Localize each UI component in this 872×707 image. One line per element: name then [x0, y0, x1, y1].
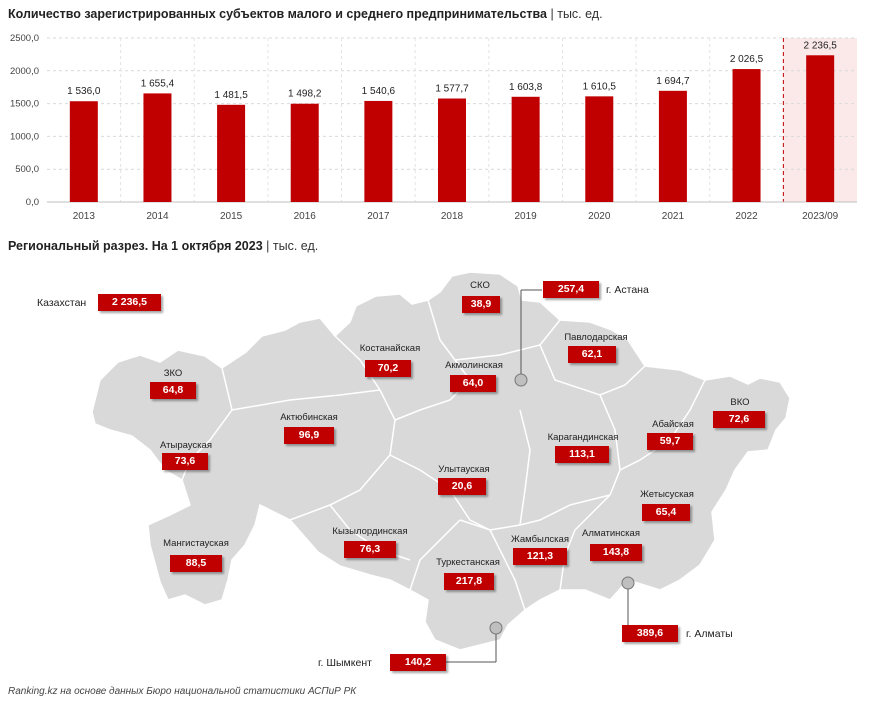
region-atyrau-label: Атырауская — [160, 440, 212, 451]
y-tick-label: 500,0 — [15, 164, 39, 175]
region-pavlodar-value: 62,1 — [568, 346, 616, 363]
region-turkestan-label: Туркестанская — [436, 557, 500, 568]
x-tick-label: 2017 — [367, 211, 390, 222]
y-tick-label: 0,0 — [26, 197, 39, 208]
region-zhambyl-label: Жамбылская — [511, 534, 569, 545]
bar-value-label: 1 498,2 — [288, 89, 322, 100]
x-tick-label: 2020 — [588, 211, 611, 222]
bar-value-label: 1 536,0 — [67, 86, 101, 97]
bar-value-label: 1 481,5 — [214, 90, 248, 101]
shymkent-marker — [489, 621, 503, 635]
x-tick-label: 2022 — [735, 211, 758, 222]
region-atyrau-value: 73,6 — [162, 453, 208, 470]
bar-value-label: 2 026,5 — [730, 54, 764, 65]
x-tick-label: 2018 — [441, 211, 464, 222]
x-tick-label: 2013 — [73, 211, 96, 222]
chart-title-text: Количество зарегистрированных субъектов … — [8, 7, 548, 21]
x-tick-label: 2014 — [146, 211, 169, 222]
x-tick-label: 2021 — [662, 211, 685, 222]
bar — [806, 55, 835, 202]
region-mangistau-label: Мангистауская — [163, 538, 229, 549]
kazakhstan-map — [91, 271, 791, 663]
chart-unit: | тыс. ед. — [550, 7, 603, 21]
region-turkestan-value: 217,8 — [444, 573, 494, 590]
region-aktobe-value: 96,9 — [284, 427, 334, 444]
region-sko-value: 38,9 — [462, 296, 500, 313]
kazakhstan-value: 2 236,5 — [98, 294, 161, 311]
city-shymkent-label: г. Шымкент — [318, 657, 372, 669]
x-tick-label: 2015 — [220, 211, 243, 222]
chart-title: Количество зарегистрированных субъектов … — [8, 7, 603, 21]
y-tick-label: 1500,0 — [10, 99, 39, 110]
bar-value-label: 1 577,7 — [435, 84, 469, 95]
region-zhetysu-label: Жетысуская — [640, 489, 694, 500]
region-kyzylorda-label: Кызылординская — [332, 526, 408, 537]
region-akmola-value: 64,0 — [450, 375, 496, 392]
bar — [438, 98, 466, 202]
map-title-text: Региональный разрез. На 1 октября 2023 — [8, 239, 263, 253]
bar — [732, 69, 761, 202]
region-karaganda-label: Карагандинская — [547, 432, 619, 443]
bar — [143, 93, 172, 202]
bar-value-label: 1 610,5 — [583, 81, 617, 92]
city-almaty-value: 389,6 — [622, 625, 678, 642]
region-aktobe-label: Актюбинская — [280, 412, 338, 423]
region-almaty-obl-label: Алматинская — [582, 528, 640, 539]
bar-value-label: 1 694,7 — [656, 76, 690, 87]
map-title: Региональный разрез. На 1 октября 2023 |… — [8, 239, 318, 253]
city-astana-value: 257,4 — [543, 281, 599, 298]
region-sko-label: СКО — [470, 280, 490, 291]
astana-marker — [514, 373, 528, 387]
region-zhambyl-value: 121,3 — [513, 548, 567, 565]
region-zko-label: ЗКО — [163, 368, 183, 379]
y-tick-label: 2000,0 — [10, 66, 39, 77]
x-tick-label: 2016 — [294, 211, 317, 222]
almaty-marker — [621, 576, 635, 590]
region-zko-value: 64,8 — [150, 382, 196, 399]
bar-value-label: 1 603,8 — [509, 82, 543, 93]
region-akmola-label: Акмолинская — [445, 360, 503, 371]
region-kostanay-value: 70,2 — [365, 360, 411, 377]
y-tick-label: 1000,0 — [10, 131, 39, 142]
bar-value-label: 1 655,4 — [141, 78, 175, 89]
city-astana-label: г. Астана — [606, 284, 649, 296]
bar-chart: 0,0 500,0 1000,0 1500,0 2000,0 2500,0 1 536,0 2… — [10, 33, 857, 222]
region-kyzylorda-value: 76,3 — [344, 541, 396, 558]
bar — [658, 90, 687, 202]
kazakhstan-label: Казахстан — [37, 297, 87, 309]
y-tick-label: 2500,0 — [10, 33, 39, 44]
city-almaty-label: г. Алматы — [686, 628, 733, 640]
region-abay-label: Абайская — [652, 419, 694, 430]
region-kostanay-label: Костанайская — [359, 343, 421, 354]
bar — [585, 96, 614, 202]
region-almaty-obl-value: 143,8 — [590, 544, 642, 561]
region-ulytau-label: Улытауская — [438, 464, 490, 475]
region-pavlodar-label: Павлодарская — [564, 332, 628, 343]
bar-value-label: 1 540,6 — [362, 86, 396, 97]
bar — [217, 104, 246, 202]
city-shymkent-value: 140,2 — [390, 654, 446, 671]
region-abay-value: 59,7 — [647, 433, 693, 450]
x-tick-label: 2023/09 — [802, 211, 839, 222]
bar — [69, 101, 98, 202]
bar-value-label: 2 236,5 — [803, 40, 837, 51]
region-karaganda-value: 113,1 — [555, 446, 609, 463]
x-tick-label: 2019 — [515, 211, 538, 222]
bar — [290, 103, 319, 202]
region-zhetysu-value: 65,4 — [642, 504, 690, 521]
region-vko-label: ВКО — [730, 397, 750, 408]
region-ulytau-value: 20,6 — [438, 478, 486, 495]
region-mangistau-value: 88,5 — [170, 555, 222, 572]
bar — [511, 96, 540, 202]
source-note: Ranking.kz на основе данных Бюро национа… — [8, 686, 357, 697]
bar — [364, 100, 393, 202]
region-vko-value: 72,6 — [713, 411, 765, 428]
map-unit: | тыс. ед. — [266, 239, 319, 253]
